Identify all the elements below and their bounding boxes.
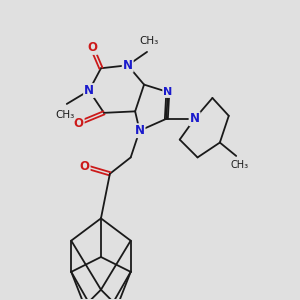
Text: CH₃: CH₃ (139, 36, 158, 46)
Text: O: O (87, 41, 97, 54)
Text: N: N (135, 124, 145, 137)
Text: N: N (163, 87, 172, 97)
Text: O: O (74, 117, 84, 130)
Text: CH₃: CH₃ (56, 110, 75, 121)
Text: N: N (190, 112, 200, 125)
Text: N: N (123, 59, 133, 72)
Text: N: N (84, 84, 94, 97)
Text: O: O (80, 160, 90, 173)
Text: CH₃: CH₃ (230, 160, 248, 170)
